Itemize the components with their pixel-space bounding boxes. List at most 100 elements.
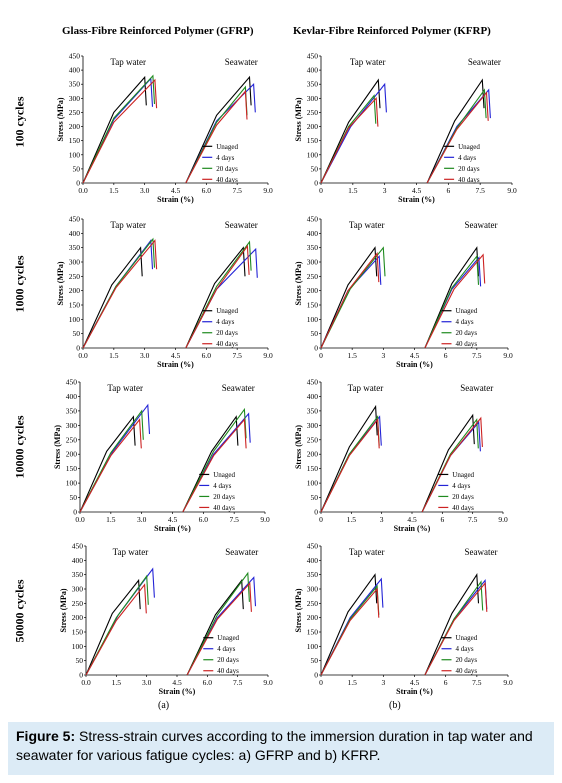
x-axis-label: Strain (%) [159, 687, 196, 696]
y-tick-label: 450 [307, 215, 319, 224]
series-tap-water-unaged [79, 415, 136, 513]
y-tick-label: 450 [307, 52, 319, 61]
x-tick-label: 3.0 [137, 515, 147, 524]
y-tick-label: 350 [307, 570, 319, 579]
legend-label: 20 days [216, 329, 238, 337]
legend-label: 20 days [458, 165, 480, 173]
y-axis-label: Stress (MPa) [56, 97, 65, 141]
series-seawater-40-days [182, 418, 247, 513]
x-tick-label: 1.5 [347, 678, 357, 687]
tap-water-label: Tap water [350, 57, 386, 67]
legend-label: Unaged [452, 471, 474, 479]
series-tap-water-20-days [320, 246, 386, 349]
y-tick-label: 150 [307, 301, 319, 310]
legend-label: Unaged [213, 471, 235, 479]
x-axis-label: Strain (%) [396, 360, 433, 369]
series-seawater-40-days [424, 581, 488, 676]
y-tick-label: 150 [307, 628, 319, 637]
y-tick-label: 450 [72, 542, 84, 551]
x-axis-label: Strain (%) [398, 195, 435, 204]
y-tick-label: 150 [69, 301, 81, 310]
series-tap-water-4-days [320, 254, 382, 349]
series-seawater-40-days [185, 244, 250, 349]
x-tick-label: 1.5 [109, 186, 119, 195]
seawater-label: Seawater [225, 220, 258, 230]
y-tick-label: 50 [70, 493, 78, 502]
y-tick-label: 150 [72, 628, 84, 637]
x-tick-label: 7.5 [229, 515, 239, 524]
y-tick-label: 350 [66, 406, 78, 415]
legend-label: 40 days [456, 340, 478, 348]
y-tick-label: 100 [307, 642, 319, 651]
tap-water-label: Tap water [113, 547, 149, 557]
series-tap-water-40-days [82, 78, 158, 184]
series-tap-water-40-days [320, 251, 380, 349]
series-seawater-unaged [186, 578, 244, 676]
x-tick-label: 6.0 [202, 186, 212, 195]
x-tick-label: 4.5 [172, 678, 182, 687]
y-tick-label: 0 [314, 508, 318, 517]
legend-label: 20 days [216, 165, 238, 173]
x-tick-label: 9.0 [263, 678, 273, 687]
y-tick-label: 450 [307, 542, 319, 551]
y-tick-label: 200 [66, 450, 78, 459]
y-tick-label: 150 [307, 136, 319, 145]
y-tick-label: 250 [69, 272, 81, 281]
series-tap-water-20-days [82, 74, 156, 184]
y-tick-label: 450 [69, 52, 81, 61]
series-tap-water-40-days [82, 239, 158, 349]
y-tick-label: 100 [72, 642, 84, 651]
x-tick-label: 1.5 [109, 351, 119, 360]
x-tick-label: 3 [381, 678, 385, 687]
y-axis-label: Stress (MPa) [294, 588, 303, 632]
series-seawater-40-days [421, 416, 483, 513]
y-tick-label: 400 [307, 392, 319, 401]
y-tick-label: 350 [307, 243, 319, 252]
x-tick-label: 6 [444, 678, 448, 687]
series-tap-water-40-days [320, 418, 380, 513]
x-tick-label: 0.0 [78, 351, 88, 360]
series-tap-water-unaged [85, 578, 141, 676]
x-tick-label: 9.0 [263, 351, 273, 360]
series-tap-water-20-days [320, 94, 377, 184]
legend-label: 4 days [217, 645, 235, 653]
legend-label: 20 days [456, 329, 478, 337]
y-tick-label: 400 [69, 66, 81, 75]
series-tap-water-unaged [320, 246, 378, 349]
series-tap-water-4-days [82, 77, 154, 184]
series-seawater-unaged [182, 415, 239, 513]
series-seawater-unaged [185, 75, 252, 184]
legend-label: Unaged [217, 634, 239, 642]
y-tick-label: 150 [69, 136, 81, 145]
y-tick-label: 100 [69, 150, 81, 159]
x-tick-label: 3 [380, 515, 384, 524]
y-tick-label: 200 [69, 286, 81, 295]
legend-label: 40 days [213, 504, 235, 512]
series-tap-water-40-days [320, 96, 379, 184]
series-tap-water-40-days [85, 583, 147, 676]
series-tap-water-20-days [82, 237, 156, 349]
y-tick-label: 250 [307, 435, 319, 444]
caption-label: Figure 5: [16, 728, 76, 744]
x-axis-label: Strain (%) [396, 687, 433, 696]
y-tick-label: 50 [311, 493, 319, 502]
legend-label: 40 days [458, 176, 480, 184]
y-tick-label: 0 [73, 508, 77, 517]
y-axis-label: Stress (MPa) [53, 425, 62, 469]
series-tap-water-20-days [79, 409, 144, 513]
legend-label: 4 days [458, 154, 476, 162]
x-tick-label: 6.0 [202, 351, 212, 360]
y-axis-label: Stress (MPa) [59, 588, 68, 632]
y-axis-label: Stress (MPa) [294, 261, 303, 305]
series-seawater-20-days [185, 240, 252, 349]
y-tick-label: 0 [314, 671, 318, 680]
y-tick-label: 200 [69, 122, 81, 131]
y-tick-label: 300 [72, 585, 84, 594]
y-tick-label: 150 [307, 464, 319, 473]
tap-water-label: Tap water [349, 220, 385, 230]
y-tick-label: 200 [307, 286, 319, 295]
y-tick-label: 350 [307, 80, 319, 89]
y-tick-label: 100 [66, 479, 78, 488]
x-tick-label: 3.0 [140, 186, 150, 195]
x-tick-label: 6 [440, 515, 444, 524]
